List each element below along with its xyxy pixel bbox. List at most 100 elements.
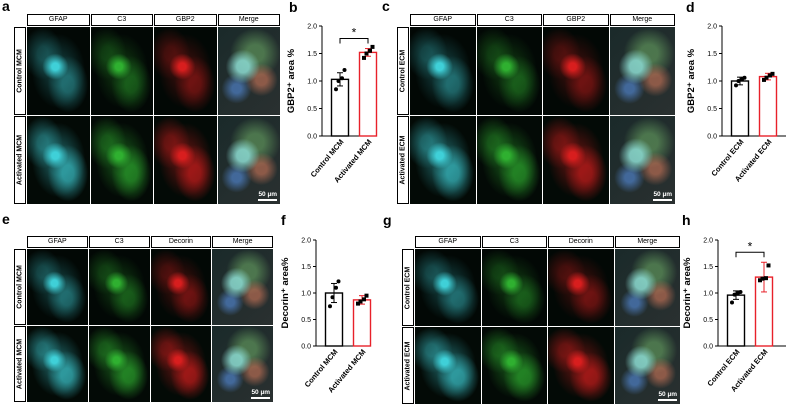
- channel-header-merge: Merge: [614, 236, 680, 248]
- significance-bracket: [339, 38, 369, 44]
- micrograph-image: [90, 116, 153, 204]
- scale-bar-line: [658, 399, 677, 401]
- data-point: [334, 87, 338, 92]
- y-axis-label: GBP2⁺ area %: [286, 48, 297, 113]
- row-label-text: Control MCM: [16, 49, 24, 93]
- data-point: [362, 297, 366, 302]
- data-point: [362, 55, 366, 60]
- row-label: Activated ECM: [397, 116, 409, 204]
- data-point: [364, 51, 369, 56]
- channel-header-gbp2: GBP2: [543, 14, 609, 26]
- micrograph-image: [415, 327, 481, 404]
- data-point: [364, 293, 369, 298]
- scale-bar-label: 50 µm: [653, 191, 672, 198]
- micrograph-image: [543, 27, 609, 115]
- y-tick-label: 1.0: [707, 79, 717, 86]
- channel-header-c3: C3: [476, 14, 542, 26]
- micrograph-image: [27, 116, 90, 204]
- scale-bar-line: [653, 199, 672, 201]
- scale-bar-label: 50 µm: [258, 191, 277, 198]
- row-label: Activated MCM: [14, 116, 26, 204]
- y-axis-label: Decorin⁺ area%: [682, 257, 693, 329]
- channel-header-row: GFAP C3 GBP2 Merge: [27, 14, 281, 26]
- y-tick-label: 0.5: [307, 106, 317, 113]
- bar: [330, 78, 350, 137]
- y-tick-label: 1.5: [301, 264, 311, 271]
- micrograph-image: [88, 249, 150, 325]
- row-label-text: Control ECM: [399, 49, 407, 93]
- panel-letter-e: e: [2, 211, 10, 227]
- scale-bar: 50 µm: [658, 391, 677, 401]
- micrograph-image: [410, 27, 476, 115]
- channel-header-c3: C3: [481, 236, 547, 248]
- micrograph-grid-c: GFAP C3 GBP2 Merge Control ECM Activated ECM 5…: [397, 14, 675, 204]
- micrograph-image: 50 µm: [217, 116, 280, 204]
- row-label-text: Control ECM: [404, 266, 412, 309]
- y-tick-label: 2.0: [707, 24, 717, 31]
- data-point: [328, 304, 332, 309]
- channel-header-merge: Merge: [609, 14, 675, 26]
- y-tick-label: 2.0: [703, 238, 713, 245]
- y-tick-label: 1.0: [301, 291, 311, 298]
- y-tick-label: 0.5: [703, 317, 713, 324]
- scale-bar-label: 50 µm: [251, 389, 270, 396]
- micrograph-image: [481, 249, 547, 326]
- data-point: [732, 292, 737, 297]
- data-point: [742, 75, 747, 80]
- row-label: Control MCM: [14, 249, 26, 325]
- channel-header-row: GFAP C3 GBP2 Merge: [410, 14, 676, 26]
- channel-header-gbp2: GBP2: [154, 14, 217, 26]
- scale-bar-line: [251, 397, 270, 399]
- micrograph-image: [410, 116, 476, 204]
- row-label-text: Control MCM: [16, 265, 24, 309]
- micrograph-image: [27, 27, 90, 115]
- micrograph-image: [27, 326, 88, 402]
- scale-bar: 50 µm: [653, 191, 672, 201]
- y-tick-label: 0.5: [707, 106, 717, 113]
- data-point: [368, 48, 372, 53]
- row-label: Activated ECM: [402, 327, 414, 404]
- scale-bar: 50 µm: [258, 191, 277, 201]
- bar: [730, 80, 750, 137]
- bar: [758, 75, 778, 137]
- panel-letter-g: g: [383, 212, 392, 228]
- y-axis-label: GBP2⁺ area %: [686, 48, 697, 113]
- micrograph-image: [154, 116, 217, 204]
- data-point: [762, 77, 766, 82]
- row-label-text: Activated ECM: [404, 340, 412, 391]
- micrograph-image: [476, 27, 542, 115]
- micrograph-image: [481, 327, 547, 404]
- bar: [358, 51, 378, 137]
- data-point: [334, 285, 338, 290]
- scale-bar: 50 µm: [251, 389, 270, 399]
- y-tick-label: 2.0: [301, 238, 311, 245]
- y-tick-label: 1.5: [703, 264, 713, 271]
- data-point: [330, 295, 335, 300]
- data-point: [734, 83, 738, 88]
- micrograph-grid-e: GFAP C3 Decorin Merge Control MCM Activated M…: [14, 236, 273, 402]
- bar: [352, 299, 372, 347]
- y-axis-label: Decorin⁺ area%: [280, 257, 291, 329]
- channel-header-decorin: Decorin: [150, 236, 212, 248]
- data-point: [730, 300, 734, 305]
- micrograph-image: [415, 249, 481, 326]
- data-point: [336, 79, 341, 83]
- micrograph-image: [476, 116, 542, 204]
- y-tick-label: 0.0: [301, 344, 311, 351]
- micrograph-grid-g: GFAP C3 Decorin Merge Control ECM Activated E…: [402, 236, 680, 404]
- data-point: [342, 68, 347, 72]
- channel-header-gfap: GFAP: [27, 236, 88, 248]
- y-tick-label: 2.0: [307, 24, 317, 31]
- channel-header-decorin: Decorin: [548, 236, 614, 248]
- data-point: [760, 276, 765, 281]
- significance-marker: *: [352, 26, 357, 40]
- data-point: [764, 75, 769, 80]
- y-tick-label: 0.0: [707, 134, 717, 141]
- micrograph-image: [150, 326, 212, 402]
- data-point: [766, 263, 771, 268]
- y-tick-label: 1.0: [307, 79, 317, 86]
- y-tick-label: 1.0: [703, 291, 713, 298]
